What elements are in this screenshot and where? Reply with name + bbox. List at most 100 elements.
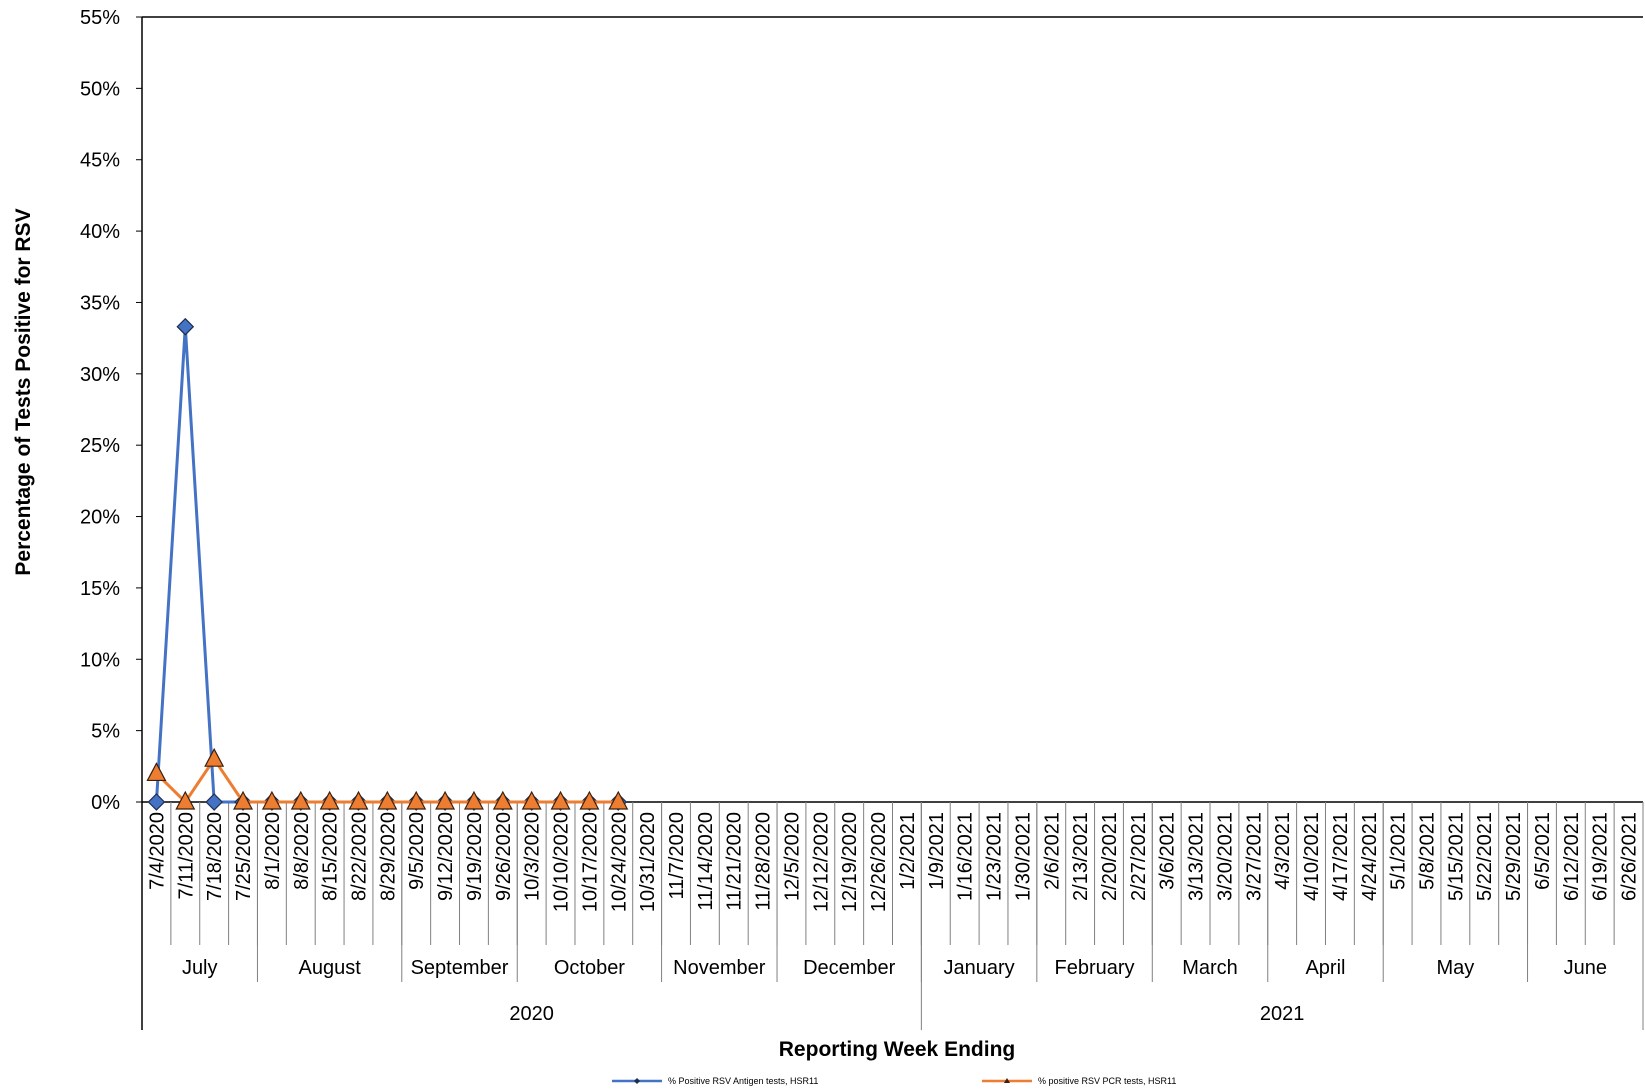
x-tick-label: 11/28/2020 bbox=[753, 812, 775, 911]
marker bbox=[521, 790, 542, 810]
year-label: 2020 bbox=[509, 1003, 554, 1025]
marker bbox=[233, 790, 254, 810]
legend-marker bbox=[1004, 1078, 1010, 1083]
marker bbox=[290, 790, 311, 810]
marker bbox=[147, 793, 166, 811]
x-tick-label: 5/22/2021 bbox=[1474, 812, 1496, 901]
x-tick-label: 3/27/2021 bbox=[1243, 812, 1265, 901]
x-tick-label: 2/27/2021 bbox=[1128, 812, 1150, 901]
x-tick-label: 3/13/2021 bbox=[1186, 812, 1208, 901]
y-tick-label: 40% bbox=[80, 221, 120, 243]
legend-marker bbox=[634, 1078, 640, 1084]
x-tick-label: 3/20/2021 bbox=[1214, 812, 1236, 901]
y-tick-label: 30% bbox=[80, 364, 120, 386]
marker bbox=[175, 790, 196, 810]
y-axis-label: Percentage of Tests Positive for RSV bbox=[12, 208, 35, 575]
month-label: December bbox=[803, 957, 896, 979]
y-tick-label: 15% bbox=[80, 578, 120, 600]
x-tick-label: 1/9/2021 bbox=[926, 812, 948, 890]
x-tick-label: 5/1/2021 bbox=[1388, 812, 1410, 890]
x-tick-label: 12/19/2020 bbox=[839, 812, 861, 912]
y-tick-label: 50% bbox=[80, 78, 120, 100]
x-tick-label: 9/19/2020 bbox=[464, 812, 486, 901]
marker bbox=[261, 790, 282, 810]
x-tick-label: 10/24/2020 bbox=[608, 812, 630, 912]
marker bbox=[176, 317, 195, 336]
x-tick-label: 10/10/2020 bbox=[551, 812, 573, 912]
y-tick-label: 5% bbox=[91, 721, 120, 743]
y-tick-label: 0% bbox=[91, 792, 120, 814]
marker bbox=[319, 790, 340, 810]
marker bbox=[463, 790, 484, 810]
x-tick-label: 3/6/2021 bbox=[1157, 812, 1179, 890]
x-axis-label: Reporting Week Ending bbox=[779, 1038, 1015, 1061]
x-tick-label: 5/8/2021 bbox=[1417, 812, 1439, 890]
year-label: 2021 bbox=[1260, 1003, 1305, 1025]
x-tick-label: 12/5/2020 bbox=[781, 812, 803, 901]
x-tick-label: 1/23/2021 bbox=[984, 812, 1006, 901]
month-label: October bbox=[554, 957, 625, 979]
x-tick-label: 7/25/2020 bbox=[233, 812, 255, 901]
marker bbox=[435, 790, 456, 810]
marker bbox=[608, 790, 629, 810]
x-tick-label: 6/19/2021 bbox=[1590, 812, 1612, 901]
marker bbox=[348, 790, 369, 810]
marker bbox=[377, 790, 398, 810]
x-tick-label: 11/7/2020 bbox=[666, 812, 688, 900]
month-label: March bbox=[1182, 957, 1238, 979]
marker bbox=[406, 790, 427, 810]
month-label: November bbox=[673, 957, 766, 979]
y-tick-label: 55% bbox=[80, 7, 120, 29]
x-tick-label: 11/14/2020 bbox=[695, 812, 717, 911]
x-tick-label: 5/29/2021 bbox=[1503, 812, 1525, 901]
month-label: May bbox=[1436, 957, 1474, 979]
y-tick-label: 45% bbox=[80, 150, 120, 172]
marker bbox=[550, 790, 571, 810]
x-tick-label: 8/1/2020 bbox=[262, 812, 284, 890]
x-tick-label: 12/12/2020 bbox=[810, 812, 832, 912]
x-tick-label: 9/5/2020 bbox=[406, 812, 428, 890]
marker bbox=[492, 790, 513, 810]
legend-label: % Positive RSV Antigen tests, HSR11 bbox=[668, 1076, 818, 1086]
x-tick-label: 9/12/2020 bbox=[435, 812, 457, 901]
legend-label: % positive RSV PCR tests, HSR11 bbox=[1038, 1076, 1176, 1086]
month-label: September bbox=[411, 957, 509, 979]
x-tick-label: 5/15/2021 bbox=[1445, 812, 1467, 901]
x-tick-label: 6/12/2021 bbox=[1561, 812, 1583, 901]
marker bbox=[205, 793, 224, 811]
month-label: July bbox=[182, 957, 218, 979]
month-label: June bbox=[1564, 957, 1607, 979]
marker bbox=[146, 762, 167, 782]
month-label: August bbox=[298, 957, 361, 979]
series-line bbox=[154, 326, 619, 804]
x-tick-label: 10/31/2020 bbox=[637, 812, 659, 912]
x-tick-label: 2/13/2021 bbox=[1070, 812, 1092, 901]
x-tick-label: 2/6/2021 bbox=[1041, 812, 1063, 890]
x-tick-label: 7/4/2020 bbox=[146, 812, 168, 890]
marker bbox=[579, 790, 600, 810]
y-tick-label: 25% bbox=[80, 435, 120, 457]
x-tick-label: 1/2/2021 bbox=[897, 812, 919, 890]
month-label: January bbox=[944, 957, 1015, 979]
x-tick-label: 6/5/2021 bbox=[1532, 812, 1554, 890]
x-tick-label: 8/22/2020 bbox=[348, 812, 370, 901]
x-tick-label: 4/10/2021 bbox=[1301, 812, 1323, 901]
y-tick-label: 35% bbox=[80, 292, 120, 314]
x-tick-label: 8/8/2020 bbox=[291, 812, 313, 890]
month-label: April bbox=[1305, 957, 1345, 979]
x-tick-label: 8/15/2020 bbox=[320, 812, 342, 901]
y-tick-label: 10% bbox=[80, 649, 120, 671]
y-tick-label: 20% bbox=[80, 507, 120, 529]
x-tick-label: 6/26/2021 bbox=[1619, 812, 1641, 901]
x-tick-label: 7/18/2020 bbox=[204, 812, 226, 901]
x-tick-label: 11/21/2020 bbox=[724, 812, 746, 911]
x-tick-label: 4/24/2021 bbox=[1359, 812, 1381, 901]
x-tick-label: 1/16/2021 bbox=[955, 812, 977, 901]
x-tick-label: 8/29/2020 bbox=[377, 812, 399, 901]
x-tick-label: 7/11/2020 bbox=[175, 812, 197, 900]
x-tick-label: 10/17/2020 bbox=[579, 812, 601, 912]
x-tick-label: 4/17/2021 bbox=[1330, 812, 1352, 901]
x-tick-label: 2/20/2021 bbox=[1099, 812, 1121, 901]
month-label: February bbox=[1055, 957, 1135, 979]
